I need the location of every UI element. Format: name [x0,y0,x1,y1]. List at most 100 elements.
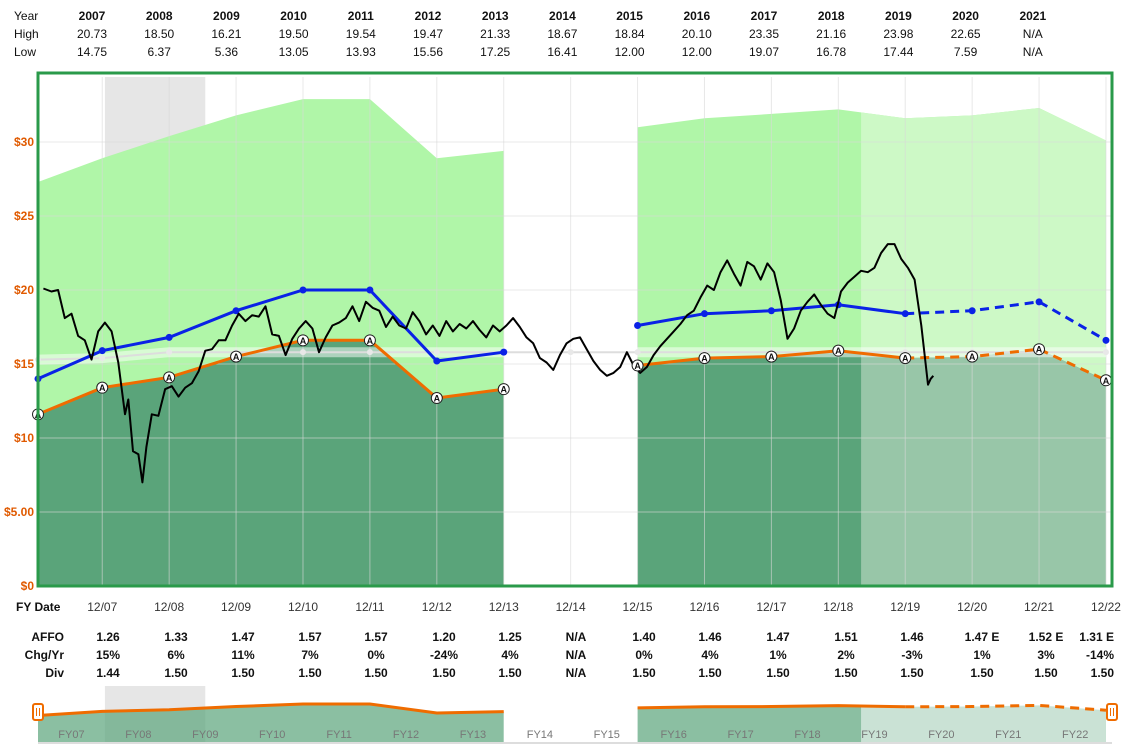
table-cell-div: 1.50 [164,666,188,680]
mini-year-label: FY22 [1062,729,1088,741]
p15-point [634,349,641,356]
header-low: 13.93 [346,45,376,59]
affo-marker-label: A [701,354,708,364]
affo-marker-dot [631,359,644,372]
table-cell-affo: 1.46 [698,630,722,644]
affo-marker-label: A [166,373,173,383]
table-cell-div: 1.50 [1034,666,1058,680]
header-low: 16.78 [816,45,846,59]
normal-point [968,307,976,315]
affo-marker-dot [430,392,443,405]
header-high: 18.84 [615,27,645,41]
table-cell-div: 1.50 [766,666,790,680]
normal-line-forecast [905,300,1107,342]
table-cell-div: 1.50 [1091,666,1115,680]
header-high: 21.33 [480,27,510,41]
header-high: 19.47 [413,27,443,41]
x-tick-label: 12/09 [221,600,251,614]
table-cell-div: 1.50 [834,666,858,680]
price-line [43,243,935,484]
header-high: 22.65 [951,27,981,41]
mini-year-label: FY12 [393,729,419,741]
normal-point [1102,336,1110,344]
header-year: 2011 [348,9,374,23]
header-year: 2019 [885,9,912,23]
y-tick-label: $10 [14,431,34,445]
header-year: 2009 [213,9,240,23]
table-cell-chg: -14% [1086,648,1114,662]
table-cell-chg: 15% [96,648,120,662]
p15-point [567,349,574,356]
mini-year-label: FY21 [995,729,1021,741]
affo-marker-label: A [300,336,307,346]
table-cell-affo: 1.52 E [1029,630,1064,644]
mini-year-label: FY15 [594,729,620,741]
mini-year-label: FY18 [794,729,820,741]
header-high: 23.35 [749,27,779,41]
header-year: 2016 [683,9,710,23]
normal-point [1035,298,1043,306]
table-cell-div: 1.50 [632,666,656,680]
mini-year-label: FY10 [259,729,285,741]
affo-marker: A [832,344,845,357]
header-high: 18.50 [144,27,174,41]
table-cell-affo: 1.31 E [1079,630,1114,644]
range-navigator[interactable]: FY07 FY08 FY09 FY10 FY11 FY12 FY13 FY14 FY15 FY16… [32,686,1118,744]
table-cell-affo: 1.51 [834,630,858,644]
table-row-label: Chg/Yr [25,648,65,662]
header-low: 13.05 [279,45,309,59]
mini-line [37,702,504,717]
affo-marker-dot [296,334,309,347]
header-low: 12.00 [615,45,645,59]
table-cell-chg: 6% [167,648,185,662]
header-high: 19.54 [346,27,376,41]
affo-area [38,340,504,586]
affo-marker-label: A [835,346,842,356]
table-cell-div: 1.50 [298,666,322,680]
table-cell-chg: 3% [1037,648,1055,662]
header-high: 23.98 [883,27,913,41]
header-high: 18.67 [547,27,577,41]
header-year: 2018 [818,9,845,23]
affo-marker-dot [899,352,912,365]
mini-year-label: FY19 [861,729,887,741]
table-cell-chg: 1% [973,648,991,662]
table-cell-div: 1.44 [96,666,120,680]
header-low: 14.75 [77,45,107,59]
table-cell-affo: 1.26 [96,630,120,644]
affo-table: AFFO Chg/Yr Div 1.26 1.33 1.47 1.57 1.57 1.20 1.2… [25,630,1115,680]
p15-point [366,349,373,356]
affo-marker-label: A [969,352,976,362]
header-low: 17.44 [883,45,913,59]
affo-marker-dot [163,371,176,384]
normal-point [366,286,374,294]
normal-point [299,286,307,294]
header-year: 2012 [415,9,442,23]
table-cell-div: 1.50 [498,666,522,680]
forecast-band-area [861,108,1106,381]
table-cell-div: N/A [566,666,587,680]
header-year: 2017 [751,9,778,23]
affo-marker-dot [1033,343,1046,356]
range-handle-right[interactable] [1106,703,1118,721]
normal-point [767,307,775,315]
affo-marker: A [163,371,176,384]
mini-area [38,704,504,742]
table-cell-chg: 0% [367,648,385,662]
table-cell-chg: 1% [769,648,787,662]
mini-year-label: FY11 [326,729,351,741]
table-row-label: Div [45,666,64,680]
affo-marker-label: A [1103,376,1110,386]
x-tick-label: 12/20 [957,600,987,614]
header-low: 17.25 [480,45,510,59]
affo-marker-label: A [99,383,106,393]
header-low: 19.07 [749,45,779,59]
range-handle-left[interactable] [32,703,44,721]
header-low: 15.56 [413,45,443,59]
affo-marker-label: A [1036,345,1043,355]
header-year: 2007 [79,9,106,23]
affo-marker: A [296,334,309,347]
x-tick-label: 12/10 [288,600,318,614]
y-tick-label: $25 [14,209,34,223]
